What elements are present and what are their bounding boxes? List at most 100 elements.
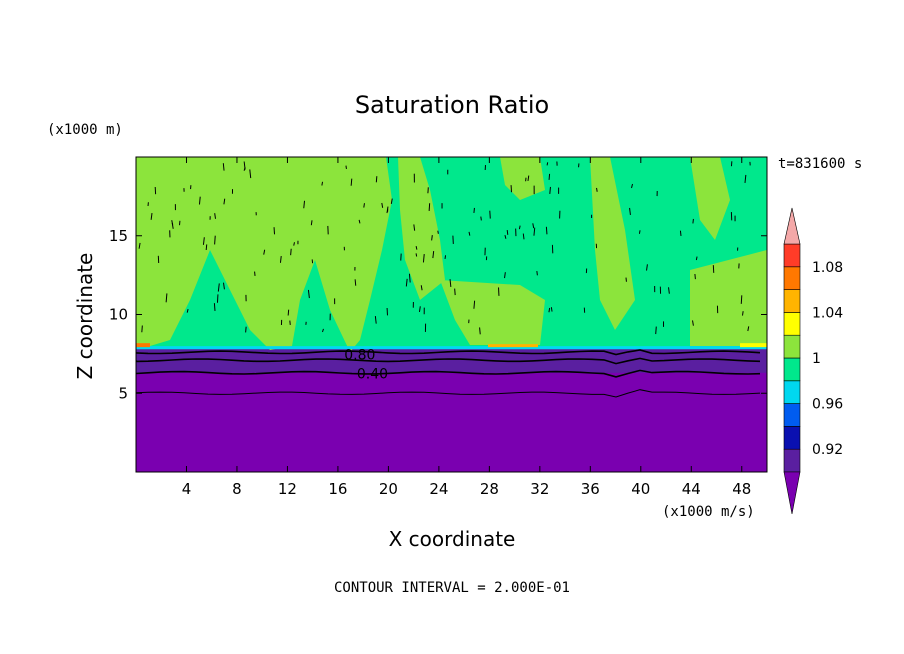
noise-contour	[454, 288, 456, 296]
noise-contour	[375, 176, 378, 183]
noise-contour	[504, 272, 506, 279]
noise-contour	[418, 306, 421, 312]
plot-area: 0.80 0.40	[135, 156, 768, 473]
time-label: t=831600 s	[778, 156, 862, 172]
y-axis: 5 10 15	[109, 227, 767, 402]
region-lime-4	[690, 250, 767, 346]
x-tick-label: 36	[581, 480, 600, 498]
y-tick-label: 15	[109, 227, 128, 245]
noise-contour	[186, 309, 189, 313]
noise-contour	[213, 303, 216, 311]
noise-contour	[473, 207, 475, 214]
x-unit-label: (x1000 m/s)	[662, 504, 755, 520]
noise-contour	[747, 326, 750, 332]
noise-contour	[532, 223, 535, 229]
noise-contour	[695, 256, 698, 261]
noise-contour	[386, 206, 389, 214]
noise-contour	[646, 264, 648, 271]
noise-contour	[549, 186, 551, 195]
noise-contour	[217, 283, 220, 292]
y-tick-label: 5	[118, 384, 128, 402]
noise-contour	[214, 235, 216, 245]
noise-contour	[138, 242, 141, 249]
noise-contour	[420, 285, 423, 291]
noise-contour	[692, 218, 694, 224]
noise-contour	[358, 219, 361, 224]
noise-contour	[279, 256, 282, 263]
noise-contour	[214, 213, 216, 219]
contour-line	[136, 349, 761, 356]
noise-contour	[422, 253, 425, 263]
noise-contour	[202, 237, 205, 245]
noise-contour	[222, 163, 225, 171]
noise-contour	[668, 287, 670, 294]
noise-contour	[504, 235, 507, 239]
colorbar-swatch	[783, 380, 801, 404]
x-tick-label: 8	[232, 480, 242, 498]
region-lime-3	[590, 157, 635, 330]
colorbar-swatch	[783, 266, 801, 290]
noise-contour	[548, 173, 551, 180]
noise-contour	[374, 316, 377, 324]
colorbar-swatch	[783, 403, 801, 427]
noise-contour	[596, 187, 598, 192]
contour-line	[136, 389, 761, 398]
noise-contour	[290, 248, 292, 256]
noise-contour	[638, 230, 641, 234]
x-axis-label: X coordinate	[389, 527, 516, 551]
y-unit-label: (x1000 m)	[47, 122, 123, 138]
noise-contour	[692, 320, 694, 326]
noise-contour	[350, 178, 353, 186]
x-axis: 4 8 12 16 20 24 28 32 36 40 44 48	[182, 157, 751, 498]
noise-contour	[655, 326, 657, 335]
colorbar-swatch	[783, 289, 801, 313]
noise-contour	[223, 198, 226, 205]
noise-contour	[522, 233, 525, 240]
cloud-base-spot-left	[136, 343, 150, 348]
noise-contour	[310, 220, 313, 226]
noise-contour	[307, 289, 310, 299]
colorbar-swatch	[783, 243, 801, 268]
x-tick-label: 48	[732, 480, 751, 498]
x-tick-label: 32	[530, 480, 549, 498]
noise-contour	[546, 162, 549, 166]
x-tick-label: 40	[631, 480, 650, 498]
noise-contour	[740, 295, 743, 304]
noise-contour	[437, 230, 439, 234]
noise-contour	[536, 271, 538, 276]
noise-contour	[222, 282, 225, 290]
colorbar-tick-label: 0.92	[812, 442, 843, 458]
x-tick-label: 24	[429, 480, 448, 498]
cloud-base-band	[136, 346, 767, 350]
colorbar-tick-label: 1.08	[812, 260, 843, 276]
noise-contour	[390, 198, 393, 204]
plot-fill-group	[136, 157, 767, 472]
noise-contour	[444, 255, 447, 260]
x-tick-label: 20	[379, 480, 398, 498]
noise-contour	[249, 169, 252, 179]
cloud-base-spot-mid	[488, 344, 538, 348]
noise-contour	[415, 246, 418, 250]
chart-title: Saturation Ratio	[355, 91, 549, 119]
x-tick-label: 12	[278, 480, 297, 498]
y-axis-label: Z coordinate	[73, 253, 97, 380]
noise-contour	[354, 279, 357, 286]
colorbar-over-arrow	[783, 207, 801, 245]
contour-label: 0.40	[357, 366, 388, 382]
region-lime-5	[690, 157, 730, 240]
colorbar-swatch	[783, 357, 801, 382]
noise-contour	[629, 207, 631, 215]
noise-contour	[287, 309, 290, 316]
colorbar-swatch	[783, 426, 801, 450]
region-lime-1	[398, 157, 445, 300]
noise-contour	[415, 253, 418, 257]
noise-contour	[245, 326, 247, 333]
noise-contour	[473, 300, 476, 309]
colorbar-under-arrow	[783, 471, 801, 515]
noise-contour	[198, 196, 201, 205]
noise-contour	[545, 226, 548, 235]
noise-contour	[293, 242, 295, 246]
noise-contour	[243, 161, 246, 170]
noise-contour	[631, 183, 633, 189]
